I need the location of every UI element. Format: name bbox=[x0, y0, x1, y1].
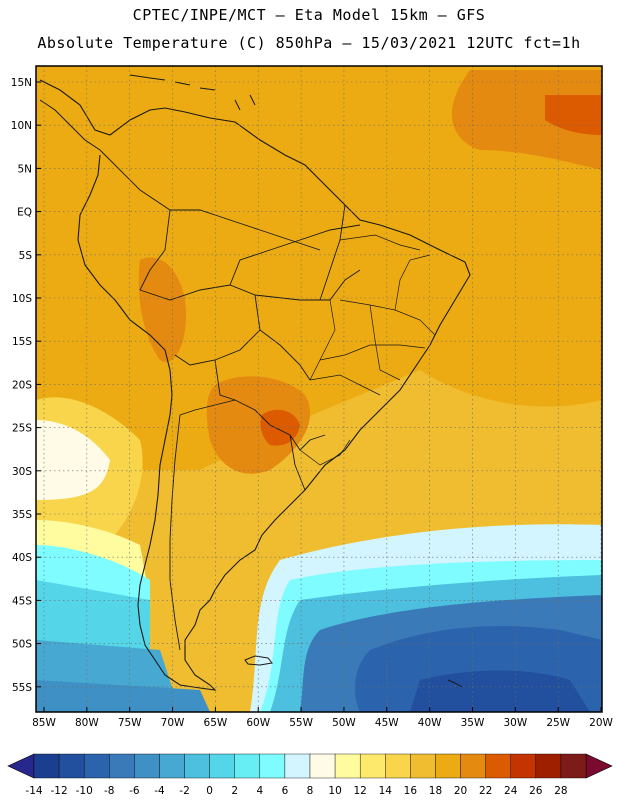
colorbar-swatch bbox=[284, 753, 311, 779]
colorbar-tick-label: 12 bbox=[353, 785, 366, 797]
lon-tick-label: 75W bbox=[118, 717, 142, 729]
lon-tick-label: 70W bbox=[161, 717, 185, 729]
colorbar-swatch bbox=[134, 753, 160, 779]
colorbar-tick-label: -4 bbox=[154, 785, 165, 797]
colorbar-swatch bbox=[410, 753, 436, 779]
field-cool-sw bbox=[36, 420, 110, 500]
colorbar-swatch bbox=[334, 753, 361, 779]
lat-tick-label: 10N bbox=[11, 120, 32, 132]
colorbar-swatch bbox=[560, 753, 587, 779]
lon-tick-label: 85W bbox=[32, 717, 56, 729]
colorbar-tick-label: 20 bbox=[454, 785, 467, 797]
lat-tick-label: 50S bbox=[12, 639, 32, 651]
lat-tick-label: 15S bbox=[12, 336, 32, 348]
lon-tick-label: 80W bbox=[75, 717, 99, 729]
lat-tick-label: 55S bbox=[12, 682, 32, 694]
colorbar-tick-label: -14 bbox=[25, 785, 42, 797]
field-warm-band bbox=[36, 66, 602, 470]
lon-tick-label: 65W bbox=[204, 717, 228, 729]
lon-tick-label: 50W bbox=[332, 717, 356, 729]
lat-tick-label: 35S bbox=[12, 509, 32, 521]
field-deep-cold-w bbox=[36, 680, 210, 712]
colorbar-tick-label: 28 bbox=[554, 785, 567, 797]
colorbar-swatch bbox=[485, 753, 511, 779]
colorbar-swatch bbox=[83, 753, 110, 779]
central-america-coastline bbox=[39, 99, 111, 161]
colorbar-tick-label: -2 bbox=[179, 785, 189, 797]
colorbar-tick-label: 14 bbox=[379, 785, 393, 797]
lat-tick-label: 5S bbox=[19, 250, 33, 262]
lon-tick-label: 45W bbox=[375, 717, 399, 729]
colorbar-tick-label: 8 bbox=[307, 785, 314, 797]
colorbar-swatch bbox=[33, 753, 60, 779]
colorbar-tick-label: -6 bbox=[129, 785, 140, 797]
colorbar-tick-label: 26 bbox=[529, 785, 543, 797]
colorbar-swatch bbox=[385, 753, 411, 779]
temperature-field bbox=[36, 66, 602, 712]
latitude-axis: 15N 10N 5N EQ 5S 10S 15S 20S 25S 30S 35S 40S 45S 50S 5… bbox=[11, 77, 41, 694]
lat-tick-label: 5N bbox=[17, 163, 32, 175]
lat-tick-label: 15N bbox=[11, 77, 32, 89]
colorbar-swatch bbox=[535, 753, 562, 779]
lat-tick-label: 10S bbox=[12, 293, 32, 305]
colorbar-tick-label: 24 bbox=[504, 785, 518, 797]
colorbar-tick-label: -12 bbox=[51, 785, 68, 797]
lon-tick-label: 60W bbox=[246, 717, 270, 729]
lat-tick-label: 45S bbox=[12, 595, 32, 607]
colorbar-under-arrow bbox=[7, 753, 35, 779]
falkland-islands bbox=[244, 655, 273, 666]
colorbar-swatch bbox=[460, 753, 486, 779]
field-coldest-core bbox=[410, 670, 590, 712]
south-georgia-island bbox=[447, 679, 463, 688]
colorbar-swatch bbox=[259, 753, 286, 779]
south-america-coastline bbox=[39, 79, 471, 691]
colorbar-swatch bbox=[159, 753, 185, 779]
colorbar-tick-label: 6 bbox=[282, 785, 289, 797]
colorbar-tick-label: -10 bbox=[76, 785, 93, 797]
lon-tick-label: 40W bbox=[418, 717, 442, 729]
colorbar-tick-label: -8 bbox=[104, 785, 114, 797]
lat-tick-label: 25S bbox=[12, 423, 32, 435]
lat-tick-label: 20S bbox=[12, 379, 32, 391]
colorbar-swatch bbox=[435, 753, 461, 779]
lon-tick-label: 55W bbox=[289, 717, 313, 729]
caribbean-islands bbox=[129, 74, 256, 111]
colorbar-swatch bbox=[184, 753, 210, 779]
colorbar-swatch bbox=[309, 753, 336, 779]
lon-tick-label: 30W bbox=[503, 717, 527, 729]
colorbar-swatch bbox=[58, 753, 85, 779]
colorbar-tick-label: 0 bbox=[206, 785, 213, 797]
colorbar-tick-label: 2 bbox=[231, 785, 238, 797]
map-frame bbox=[35, 65, 603, 713]
colorbar: -14 -12 -10 -8 -6 -4 -2 0 2 4 6 8 10 12 14 16 18 20 22 24 26… bbox=[7, 753, 613, 797]
colorbar-tick-label: 22 bbox=[479, 785, 492, 797]
longitude-axis: 85W 80W 75W 70W 65W 60W 55W 50W 45W 40W 35W 30W 25W 2… bbox=[32, 707, 614, 729]
state-borders bbox=[299, 234, 436, 466]
lon-tick-label: 20W bbox=[589, 717, 613, 729]
colorbar-swatch bbox=[359, 753, 386, 779]
lat-tick-label: EQ bbox=[17, 207, 32, 219]
colorbar-swatch bbox=[109, 753, 135, 779]
colorbar-over-arrow bbox=[585, 753, 613, 779]
lon-tick-label: 35W bbox=[461, 717, 485, 729]
colorbar-swatch bbox=[209, 753, 235, 779]
lat-tick-label: 30S bbox=[12, 466, 32, 478]
lon-tick-label: 25W bbox=[546, 717, 570, 729]
colorbar-tick-label: 18 bbox=[429, 785, 442, 797]
colorbar-tick-label: 4 bbox=[256, 785, 263, 797]
colorbar-tick-label: 10 bbox=[328, 785, 341, 797]
colorbar-tick-label: 16 bbox=[404, 785, 418, 797]
lat-tick-label: 40S bbox=[12, 552, 32, 564]
chart-title-line-1: CPTEC/INPE/MCT — Eta Model 15km — GFS bbox=[132, 6, 486, 24]
colorbar-swatch bbox=[510, 753, 537, 779]
chart-title-line-2: Absolute Temperature (C) 850hPa — 15/03/… bbox=[37, 34, 581, 52]
colorbar-swatch bbox=[234, 753, 261, 779]
